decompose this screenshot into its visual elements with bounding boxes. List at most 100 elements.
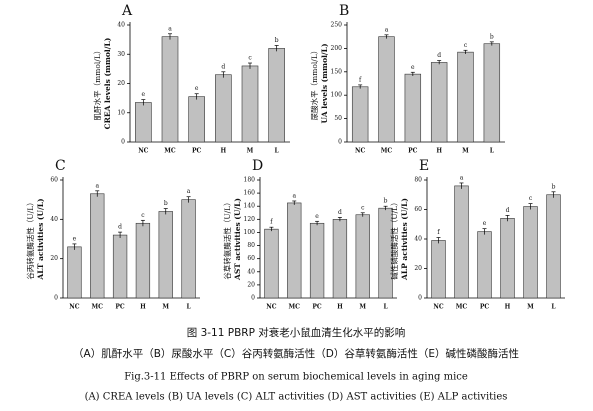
y-tick-label: 140 <box>244 203 256 210</box>
y-tick-label: 0 <box>121 139 125 146</box>
panel-label: E <box>419 158 429 174</box>
significance-letter: b <box>384 198 388 205</box>
x-tick-label: M <box>359 304 366 311</box>
y-tick-label: 40 <box>117 22 125 29</box>
x-tick-label: M <box>462 148 469 155</box>
y-tick-label: 10 <box>117 109 125 116</box>
y-tick-label: 20 <box>50 255 58 262</box>
y-tick-label: 100 <box>244 229 256 236</box>
x-tick-label: L <box>490 148 495 155</box>
x-tick-label: PC <box>480 304 490 311</box>
significance-letter: f <box>359 76 362 83</box>
y-axis-label: 肌酐水平（mmol/L） <box>92 47 102 121</box>
y-tick-label: 160 <box>244 190 256 197</box>
significance-letter: d <box>506 207 510 214</box>
bar <box>135 222 151 299</box>
caption: (A) CREA levels (B) UA levels (C) ALT ac… <box>85 392 508 403</box>
significance-letter: f <box>437 229 440 236</box>
y-axis-label: CREA levels (mmol/L) <box>103 38 112 130</box>
significance-letter: c <box>361 204 365 211</box>
x-tick-label: M <box>527 304 534 311</box>
y-tick-label: 50 <box>334 115 342 122</box>
bar <box>477 231 492 299</box>
bar <box>500 218 515 299</box>
significance-letter: d <box>437 52 441 59</box>
y-tick-label: 250 <box>331 22 343 29</box>
bar <box>188 96 205 143</box>
x-tick-label: L <box>275 148 280 155</box>
panel-label: B <box>339 3 349 19</box>
significance-letter: c <box>529 195 533 202</box>
bar <box>287 202 302 299</box>
bar <box>268 48 285 143</box>
significance-letter: a <box>187 188 191 195</box>
significance-letter: e <box>73 235 77 242</box>
significance-letter: a <box>292 192 296 199</box>
bar <box>431 240 446 299</box>
y-tick-label: 0 <box>418 295 422 302</box>
bar <box>378 36 395 143</box>
y-tick-label: 60 <box>247 255 255 262</box>
caption: 图 3-11 PBRP 对衰老小鼠血清生化水平的影响 <box>187 326 406 339</box>
bar <box>90 193 105 299</box>
x-tick-label: H <box>220 148 226 155</box>
y-tick-label: 80 <box>247 242 255 249</box>
y-tick-label: 20 <box>117 80 125 87</box>
bar <box>67 246 82 299</box>
bar <box>264 228 279 299</box>
significance-letter: e <box>195 85 199 92</box>
y-tick-label: 150 <box>331 68 343 75</box>
significance-letter: e <box>483 220 487 227</box>
x-tick-label: MC <box>164 148 176 155</box>
bar <box>454 185 469 299</box>
y-axis-label: AST activities (U/L) <box>233 198 242 281</box>
y-tick-label: 0 <box>338 139 342 146</box>
panel-label: D <box>252 158 263 174</box>
x-tick-label: MC <box>289 304 301 311</box>
bar <box>546 194 561 299</box>
caption: （A）肌酐水平（B）尿酸水平（C）谷丙转氨酶活性（D）谷草转氨酶活性（E）碱性磷… <box>73 347 519 360</box>
x-tick-label: L <box>383 304 388 311</box>
bar <box>215 74 232 143</box>
significance-letter: e <box>315 213 319 220</box>
y-tick-label: 180 <box>244 177 256 184</box>
bar <box>241 65 259 143</box>
significance-letter: b <box>275 37 279 44</box>
y-tick-label: 40 <box>50 216 58 223</box>
bar <box>181 199 196 299</box>
x-tick-label: MC <box>456 304 468 311</box>
y-tick-label: 100 <box>331 92 343 99</box>
y-axis-label: UA levels (mmol/L) <box>320 43 329 123</box>
y-tick-label: 60 <box>414 206 422 213</box>
y-tick-label: 60 <box>50 177 58 184</box>
y-axis-label: 碱性磷酸酶活性（U/L） <box>389 198 399 279</box>
y-tick-label: 30 <box>117 51 125 58</box>
significance-letter: f <box>270 219 273 226</box>
x-tick-label: M <box>162 304 169 311</box>
bar <box>332 219 348 299</box>
bar <box>404 73 422 143</box>
y-tick-label: 200 <box>331 45 343 52</box>
panel-label: A <box>121 3 133 19</box>
x-tick-label: L <box>551 304 556 311</box>
y-tick-label: 20 <box>414 265 422 272</box>
significance-letter: a <box>95 182 99 189</box>
significance-letter: c <box>464 42 468 49</box>
x-tick-label: MC <box>381 148 393 155</box>
x-tick-label: NC <box>138 148 148 155</box>
y-tick-label: 20 <box>247 281 255 288</box>
significance-letter: e <box>142 91 146 98</box>
bar <box>523 206 538 299</box>
bar <box>355 214 370 299</box>
x-tick-label: H <box>436 148 442 155</box>
x-tick-label: M <box>247 148 254 155</box>
y-axis-label: ALP activities (U/L) <box>400 198 409 281</box>
x-tick-label: NC <box>433 304 443 311</box>
significance-letter: e <box>411 64 415 71</box>
y-tick-label: 0 <box>251 295 255 302</box>
bar <box>351 86 369 143</box>
bar <box>309 222 325 299</box>
y-axis-label: 尿酸水平（mmol/L） <box>309 47 319 121</box>
x-tick-label: PC <box>115 304 125 311</box>
y-axis-label: ALT activities (U/L) <box>36 198 45 280</box>
